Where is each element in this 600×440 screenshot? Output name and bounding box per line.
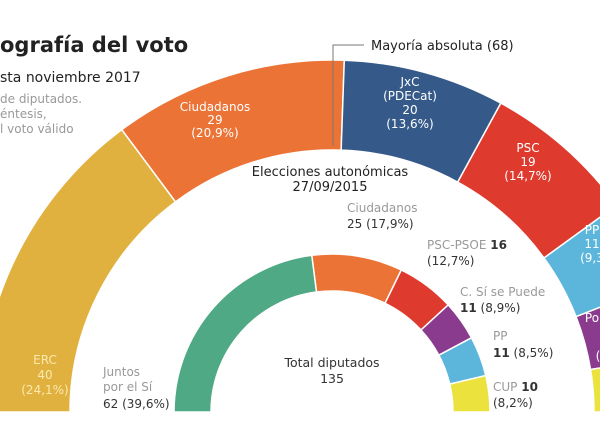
majority-label: Mayoría absoluta (68) <box>371 39 514 54</box>
inner-heading-line-2: 27/09/2015 <box>293 180 368 195</box>
psc-pct: (14,7%) <box>504 169 551 183</box>
pp-name: PP <box>585 223 599 237</box>
psc15-seats: 16 <box>490 238 507 252</box>
label-erc: ERC 40 (24,1%) <box>21 353 68 397</box>
note-line-2: éntesis, <box>0 107 47 121</box>
label-csqp-2015: C. Sí se Puede 11 (8,9%) <box>460 285 545 315</box>
jxc-party: (PDECat) <box>383 89 437 103</box>
cs15-name: Ciudadanos <box>347 201 417 215</box>
jxc-name: JxC <box>399 75 419 89</box>
psc15-line: PSC-PSOE 16 <box>427 238 507 252</box>
subtitle: sta noviembre 2017 <box>0 70 141 86</box>
erc-name: ERC <box>33 353 57 367</box>
cs-seats: 29 <box>207 113 222 127</box>
pp15-name: PP <box>493 329 507 343</box>
psc15-pct: (12,7%) <box>427 254 474 268</box>
label-jxsi: Juntos por el Sí 62 (39,6%) <box>102 365 170 411</box>
inner-ring-2015 <box>173 253 491 413</box>
inner-heading-line-1: Elecciones autonómicas <box>252 165 409 180</box>
csqp-name: C. Sí se Puede <box>460 285 545 299</box>
cup15-pct: (8,2%) <box>493 396 533 410</box>
erc-seats: 40 <box>37 368 52 382</box>
csqp-pct: (8,9%) <box>481 301 521 315</box>
jxsi-name-2: por el Sí <box>103 380 153 394</box>
label-pp-2015: PP 11 (8,5%) <box>493 329 553 360</box>
label-pp-2017: PP 11 (9,3 <box>580 223 600 265</box>
psc15-name: PSC-PSOE <box>427 238 486 252</box>
cs-pct: (20,9%) <box>191 126 238 140</box>
label-psc-2015: PSC-PSOE 16 (12,7%) <box>427 238 507 268</box>
jxsi-name-1: Juntos <box>102 365 140 379</box>
outer-segment-unlabeled <box>589 367 600 413</box>
inner-segment-juntos-por-el-s- <box>173 254 318 413</box>
erc-pct: (24,1%) <box>21 383 68 397</box>
po-name: Po <box>585 311 599 325</box>
outer-ring-2017 <box>0 59 600 413</box>
pp15-seats: 11 <box>493 346 510 360</box>
page-title: ografía del voto <box>0 33 188 57</box>
total-value: 135 <box>320 371 344 386</box>
note-line-1: de diputados. <box>0 92 82 106</box>
psc-name: PSC <box>516 141 539 155</box>
jxsi-value: 62 (39,6%) <box>103 397 170 411</box>
cs-name: Ciudadanos <box>180 100 250 114</box>
note-line-3: l voto válido <box>0 122 74 136</box>
label-po-2017: Po ( <box>585 311 600 363</box>
pp15-pct: (8,5%) <box>514 346 554 360</box>
pp-pct: (9,3 <box>580 251 600 265</box>
inner-segment-cup <box>448 374 491 413</box>
po-pct: ( <box>596 349 600 363</box>
csqp-seats: 11 <box>460 301 477 315</box>
total-label: Total diputados <box>283 355 379 370</box>
cs15-value: 25 (17,9%) <box>347 217 414 231</box>
pp-seats: 11 <box>584 237 599 251</box>
majority-line <box>332 44 364 146</box>
csqp-line: 11 (8,9%) <box>460 301 520 315</box>
outer-segment-pp <box>542 216 600 318</box>
cup15-name: CUP <box>493 380 517 394</box>
jxc-pct: (13,6%) <box>386 117 433 131</box>
cup15-seats: 10 <box>521 380 538 394</box>
label-ciudadanos-2017: Ciudadanos 29 (20,9%) <box>180 100 250 140</box>
cup15-line: CUP 10 <box>493 380 538 394</box>
label-psc-2017: PSC 19 (14,7%) <box>504 141 551 183</box>
outer-segment-erc <box>0 128 177 413</box>
pp15-line: 11 (8,5%) <box>493 346 553 360</box>
label-cup-2015: CUP 10 (8,2%) <box>493 380 538 410</box>
label-cs-2015: Ciudadanos 25 (17,9%) <box>347 201 417 231</box>
jxc-seats: 20 <box>402 103 417 117</box>
psc-seats: 19 <box>520 155 535 169</box>
label-jxc: JxC (PDECat) 20 (13,6%) <box>383 75 437 131</box>
